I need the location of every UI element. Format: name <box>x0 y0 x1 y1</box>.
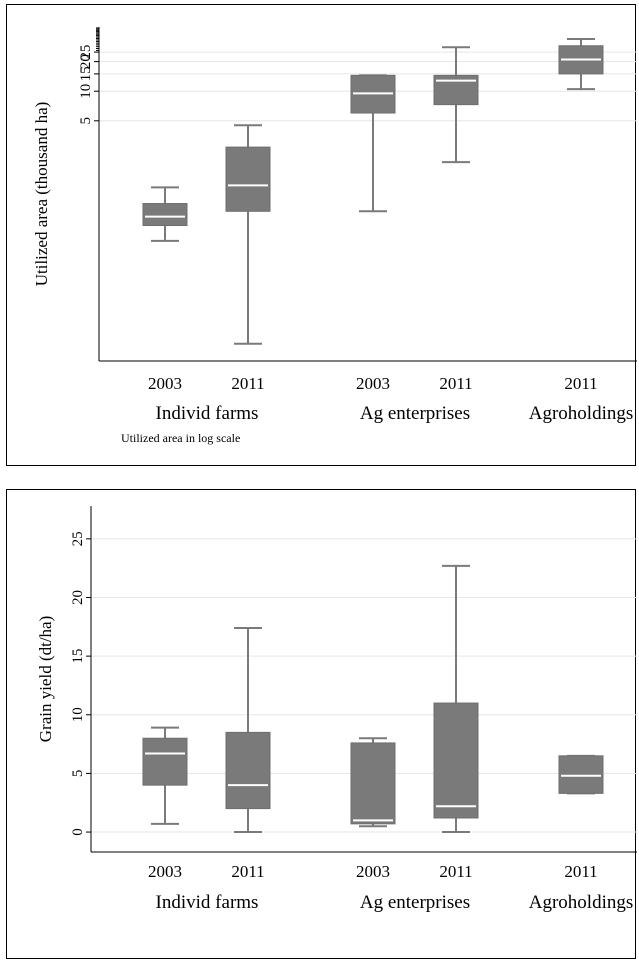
box-iqr <box>225 146 271 212</box>
x-tick-label: 2011 <box>439 862 472 881</box>
x-group-label: Ag enterprises <box>360 892 470 913</box>
x-tick-label: 2011 <box>231 374 264 393</box>
x-tick-label: 2003 <box>356 374 390 393</box>
y-tick-label: 5 <box>78 117 94 125</box>
box-iqr <box>142 737 188 786</box>
x-tick-label: 2011 <box>439 374 472 393</box>
x-group-label: Ag enterprises <box>360 403 470 424</box>
y-tick-label: 20 <box>78 54 94 69</box>
x-tick-label: 2003 <box>356 862 390 881</box>
box-iqr <box>225 731 271 810</box>
box-iqr <box>142 203 188 227</box>
yield-boxplot: 0 5 10 15 20 25 Grain yield (dt/ha) 2003 2011 200… <box>36 506 637 913</box>
x-group-label: Agroholdings <box>529 403 634 424</box>
x-tick-label: 2003 <box>148 862 182 881</box>
y-tick-label: 15 <box>70 649 86 664</box>
y-tick-label: 5 <box>70 770 86 778</box>
x-tick-label: 2003 <box>148 374 182 393</box>
y-tick-label: 10 <box>78 84 94 99</box>
y-tick-label: 0 <box>70 828 86 836</box>
x-tick-label: 2011 <box>564 862 597 881</box>
area-chart-panel: 5 10 15 20 25 Utilized area (thousand ha) 2003… <box>6 4 637 466</box>
x-group-label: Individ farms <box>156 892 259 913</box>
x-group-label: Individ farms <box>156 403 259 424</box>
x-tick-label: 2011 <box>564 374 597 393</box>
y-tick-label: 20 <box>70 590 86 605</box>
chart-note: Utilized area in log scale <box>121 431 240 445</box>
y-tick-label: 25 <box>78 45 94 60</box>
box-iqr <box>350 742 396 825</box>
y-tick-label: 10 <box>70 707 86 722</box>
box-iqr <box>433 702 479 819</box>
y-axis-title: Grain yield (dt/ha) <box>36 616 55 743</box>
x-group-label: Agroholdings <box>529 892 634 913</box>
yield-chart-panel: 0 5 10 15 20 25 Grain yield (dt/ha) 2003 2011 200… <box>6 489 637 959</box>
y-tick-label: 15 <box>78 66 94 81</box>
x-tick-label: 2011 <box>231 862 264 881</box>
y-axis-title: Utilized area (thousand ha) <box>32 102 51 287</box>
box-iqr <box>558 755 604 794</box>
y-tick-label: 25 <box>70 531 86 546</box>
